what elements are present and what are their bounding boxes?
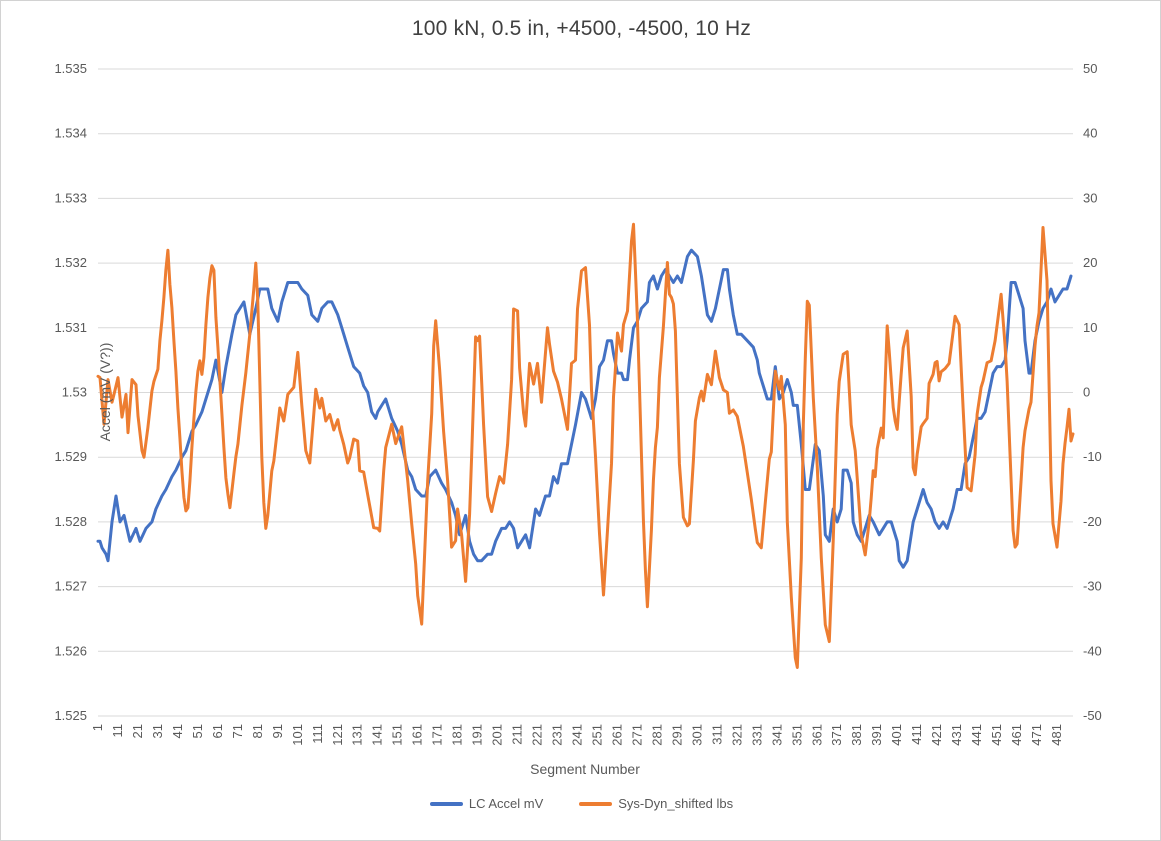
y-right-tick-label: -50 [1083, 708, 1102, 723]
x-tick-label: 451 [989, 724, 1004, 746]
y-left-tick-label: 1.534 [54, 126, 87, 141]
y-left-tick-label: 1.531 [54, 320, 87, 335]
x-tick-label: 281 [649, 724, 664, 746]
y-left-tick-label: 1.533 [54, 190, 87, 205]
x-tick-label: 31 [150, 724, 165, 738]
y-right-tick-label: 30 [1083, 190, 1097, 205]
x-tick-label: 211 [510, 724, 525, 745]
x-tick-label: 291 [669, 724, 684, 746]
y-left-tick-label: 1.529 [54, 449, 87, 464]
y-right-tick-labels: 50 40 30 20 10 0 -10 -20 -30 -40 -50 [1083, 61, 1102, 723]
series-line-sys-dyn-shifted-lbs[interactable] [96, 222, 1075, 669]
x-tick-label: 171 [430, 724, 445, 746]
y-left-tick-label: 1.525 [54, 708, 87, 723]
x-tick-label: 121 [330, 724, 345, 746]
gridlines [98, 68, 1073, 717]
x-tick-label: 181 [450, 724, 465, 746]
y-right-tick-label: -10 [1083, 449, 1102, 464]
y-right-tick-label: -20 [1083, 514, 1102, 529]
x-tick-label: 391 [869, 724, 884, 746]
x-tick-label: 71 [230, 724, 245, 738]
legend-label: LC Accel mV [468, 796, 544, 811]
x-tick-label: 1 [90, 724, 105, 731]
x-tick-label: 201 [490, 724, 505, 746]
y-right-tick-label: -40 [1083, 643, 1102, 658]
y-left-tick-label: 1.527 [54, 579, 87, 594]
x-tick-label: 441 [969, 724, 984, 746]
y-right-tick-label: 40 [1083, 126, 1097, 141]
x-tick-label: 401 [889, 724, 904, 746]
y-left-tick-label: 1.53 [62, 385, 87, 400]
legend-item-lc-accel[interactable]: LC Accel mV [429, 796, 544, 811]
y-left-axis-title: Accel (mV (V?)) [97, 342, 113, 442]
x-tick-label: 51 [190, 724, 205, 738]
x-tick-labels: 1 11 21 31 41 51 61 71 81 91 101 111 121 131 141 151 161… [90, 724, 1064, 746]
x-tick-label: 231 [550, 724, 565, 746]
x-tick-label: 251 [589, 724, 604, 746]
blue-line-swatch-icon [429, 801, 463, 806]
x-tick-label: 221 [530, 724, 545, 746]
legend: LC Accel mV Sys-Dyn_shifted lbs [1, 796, 1160, 811]
x-tick-label: 411 [909, 724, 924, 745]
x-tick-label: 11 [110, 724, 125, 738]
x-tick-label: 321 [729, 724, 744, 746]
x-tick-label: 331 [749, 724, 764, 746]
y-left-tick-label: 1.535 [54, 61, 87, 76]
y-right-tick-label: 50 [1083, 61, 1097, 76]
y-right-tick-label: 0 [1083, 385, 1090, 400]
x-tick-label: 241 [570, 724, 585, 746]
y-right-tick-label: 10 [1083, 320, 1097, 335]
x-tick-label: 21 [130, 724, 145, 738]
x-tick-label: 131 [350, 724, 365, 746]
x-tick-label: 141 [370, 724, 385, 746]
x-tick-label: 421 [929, 724, 944, 746]
x-tick-label: 481 [1049, 724, 1064, 746]
orange-line-swatch-icon [579, 801, 613, 806]
x-tick-label: 81 [250, 724, 265, 738]
x-tick-label: 41 [170, 724, 185, 738]
x-tick-label: 471 [1029, 724, 1044, 746]
legend-item-sys-dyn[interactable]: Sys-Dyn_shifted lbs [579, 796, 733, 811]
x-tick-label: 341 [769, 724, 784, 746]
series-lines [96, 222, 1075, 669]
y-left-tick-label: 1.526 [54, 643, 87, 658]
x-tick-label: 371 [829, 724, 844, 746]
x-tick-label: 351 [789, 724, 804, 746]
x-tick-label: 431 [949, 724, 964, 746]
x-tick-label: 301 [689, 724, 704, 746]
x-tick-label: 101 [290, 724, 305, 746]
x-tick-label: 311 [709, 724, 724, 745]
x-tick-label: 461 [1009, 724, 1024, 746]
x-tick-label: 261 [609, 724, 624, 746]
x-tick-label: 191 [470, 724, 485, 746]
x-tick-label: 161 [410, 724, 425, 746]
legend-label: Sys-Dyn_shifted lbs [618, 796, 734, 811]
x-tick-label: 271 [629, 724, 644, 746]
x-tick-label: 61 [210, 724, 225, 738]
y-left-tick-labels: 1.535 1.534 1.533 1.532 1.531 1.53 1.529 1.528 1… [54, 61, 87, 723]
x-tick-label: 91 [270, 724, 285, 738]
y-left-tick-label: 1.532 [54, 255, 87, 270]
y-left-tick-label: 1.528 [54, 514, 87, 529]
x-axis-title: Segment Number [530, 761, 640, 777]
y-right-tick-label: -30 [1083, 579, 1102, 594]
chart-title: 100 kN, 0.5 in, +4500, -4500, 10 Hz [411, 17, 752, 40]
x-tick-label: 381 [849, 724, 864, 746]
x-tick-label: 111 [310, 724, 325, 744]
series-line-lc-accel-mv[interactable] [96, 248, 1073, 569]
x-tick-label: 361 [809, 724, 824, 746]
y-right-tick-label: 20 [1083, 255, 1097, 270]
x-tick-label: 151 [390, 724, 405, 746]
